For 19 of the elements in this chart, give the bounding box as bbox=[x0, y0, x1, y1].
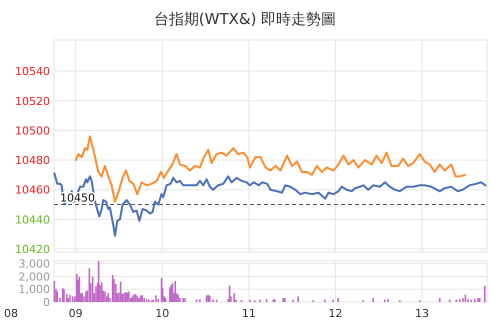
y-tick-label: 10420 bbox=[15, 243, 50, 256]
y-tick-label: 2,000 bbox=[18, 270, 50, 284]
chart-title: 台指期(WTX&) 即時走勢圖 bbox=[154, 10, 336, 28]
line-series bbox=[53, 172, 486, 237]
y-tick-label: 10520 bbox=[15, 94, 50, 108]
y-tick-label: 1,000 bbox=[18, 283, 50, 296]
x-tick-label: 13 bbox=[415, 307, 430, 320]
y-tick-label: 0 bbox=[43, 296, 50, 309]
y-tick-label: 10500 bbox=[15, 124, 50, 138]
x-tick-label: 10 bbox=[155, 307, 170, 320]
x-tick-label: 09 bbox=[68, 307, 83, 320]
x-tick-label: 11 bbox=[242, 307, 256, 320]
y-tick-label: 3,000 bbox=[18, 258, 50, 271]
y-tick-label: 10480 bbox=[15, 154, 50, 168]
text: 08 bbox=[4, 307, 18, 320]
y-tick-label: 10440 bbox=[15, 213, 50, 226]
y-tick-label: 10460 bbox=[15, 184, 50, 197]
y-tick-label: 10540 bbox=[15, 65, 50, 78]
x-tick-label: 12 bbox=[328, 307, 342, 320]
